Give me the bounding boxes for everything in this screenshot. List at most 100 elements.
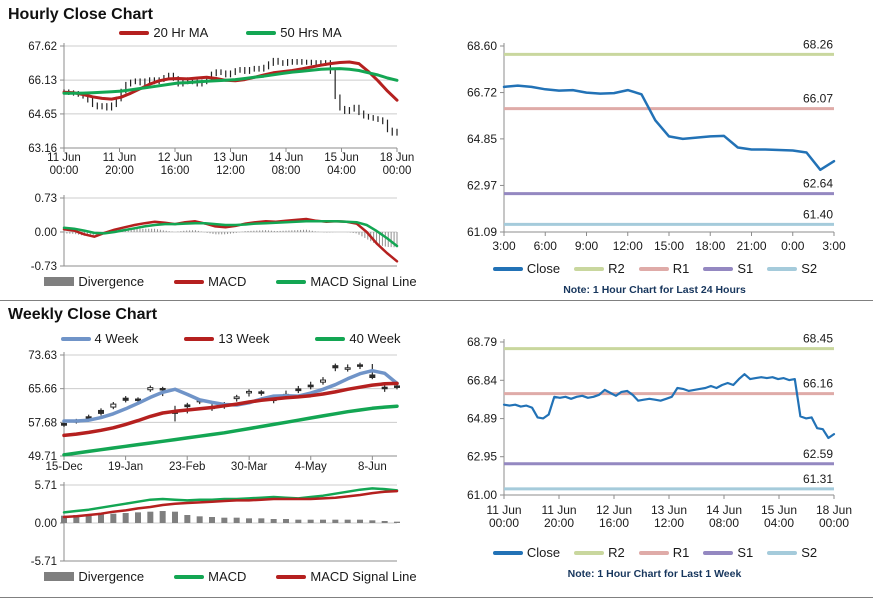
legend-item-4-week: 4 Week (60, 331, 139, 346)
weekly-macd-chart: 5.71 0.00 -5.71 (31, 480, 400, 568)
svg-text:08:00: 08:00 (272, 165, 301, 177)
svg-text:23-Feb: 23-Feb (169, 461, 205, 473)
legend-label: R1 (672, 261, 690, 276)
svg-text:66.07: 66.07 (803, 92, 833, 106)
svg-text:68.60: 68.60 (467, 39, 497, 53)
svg-text:66.16: 66.16 (803, 377, 833, 391)
line-color-swatch-icon (246, 30, 277, 35)
legend-label: S2 (801, 545, 818, 560)
svg-text:19-Jan: 19-Jan (108, 461, 143, 473)
weekly-price-legend: 4 Week 13 Week 40 Week (60, 331, 401, 346)
svg-text:67.62: 67.62 (28, 41, 57, 53)
svg-text:62.64: 62.64 (803, 177, 833, 191)
line-color-swatch-icon (276, 279, 307, 284)
svg-text:0.00: 0.00 (35, 518, 57, 530)
svg-text:04:00: 04:00 (764, 516, 794, 530)
svg-text:62.95: 62.95 (467, 450, 497, 464)
svg-text:68.79: 68.79 (467, 335, 497, 349)
line-color-swatch-icon (119, 30, 150, 35)
line-color-swatch-icon (60, 336, 91, 341)
svg-text:14 Jun: 14 Jun (706, 503, 742, 517)
svg-text:3:00: 3:00 (492, 239, 516, 253)
legend-label: Close (526, 545, 561, 560)
svg-text:61.40: 61.40 (803, 207, 833, 221)
svg-text:11 Jun: 11 Jun (47, 152, 81, 164)
line-color-swatch-icon (174, 574, 205, 579)
svg-text:18 Jun: 18 Jun (816, 503, 852, 517)
legend-item-close: Close (492, 261, 560, 276)
legend-item-50hrs-ma: 50 Hrs MA (246, 25, 342, 40)
svg-text:4-May: 4-May (295, 461, 327, 473)
svg-text:20:00: 20:00 (544, 516, 574, 530)
svg-text:62.59: 62.59 (803, 447, 833, 461)
legend-label: 13 Week (218, 331, 270, 346)
legend-label: R2 (608, 545, 625, 560)
svg-text:0.00: 0.00 (35, 227, 57, 239)
svg-text:64.65: 64.65 (28, 109, 57, 121)
svg-text:12:00: 12:00 (613, 239, 643, 253)
line-color-swatch-icon (315, 336, 346, 341)
svg-text:15 Jun: 15 Jun (761, 503, 797, 517)
legend-label: S1 (737, 261, 754, 276)
legend-label: S2 (801, 261, 818, 276)
legend-item-13-week: 13 Week (184, 331, 269, 346)
svg-text:61.31: 61.31 (803, 472, 833, 486)
svg-text:18 Jun: 18 Jun (380, 152, 415, 164)
svg-text:66.13: 66.13 (28, 75, 57, 87)
legend-label: MACD Signal Line (310, 274, 417, 289)
svg-text:00:00: 00:00 (489, 516, 519, 530)
svg-text:16:00: 16:00 (161, 165, 190, 177)
legend-item-20hr-ma: 20 Hr MA (119, 25, 208, 40)
svg-text:61.00: 61.00 (467, 488, 497, 502)
svg-text:12:00: 12:00 (654, 516, 684, 530)
legend-label: Divergence (78, 569, 145, 584)
svg-text:-0.73: -0.73 (31, 261, 57, 273)
svg-text:-5.71: -5.71 (31, 556, 57, 568)
svg-text:30-Mar: 30-Mar (231, 461, 268, 473)
legend-item-s1: S1 (703, 261, 753, 276)
hourly-macd-legend: Divergence MACD MACD Signal Line (44, 274, 417, 289)
svg-text:64.85: 64.85 (467, 132, 497, 146)
line-color-swatch-icon (184, 336, 215, 341)
line-color-swatch-icon (174, 279, 205, 284)
svg-text:14 Jun: 14 Jun (269, 152, 304, 164)
svg-text:3:00: 3:00 (822, 239, 846, 253)
hourly-macd-chart: 0.73 0.00 -0.73 (31, 193, 399, 273)
svg-text:66.84: 66.84 (467, 373, 497, 387)
legend-label: MACD (208, 274, 247, 289)
svg-text:18:00: 18:00 (695, 239, 725, 253)
svg-text:00:00: 00:00 (819, 516, 849, 530)
line-color-swatch-icon (638, 266, 669, 271)
svg-text:66.72: 66.72 (467, 86, 497, 100)
line-color-swatch-icon (767, 550, 798, 555)
weekly-sr-legend: Close R2 R1 S1 S2 (440, 545, 870, 560)
svg-text:73.63: 73.63 (28, 350, 57, 362)
line-color-swatch-icon (574, 266, 605, 271)
svg-text:11 Jun: 11 Jun (541, 503, 576, 517)
hourly-price-legend: 20 Hr MA 50 Hrs MA (64, 25, 397, 40)
svg-text:00:00: 00:00 (383, 165, 412, 177)
section-divider (0, 597, 873, 598)
svg-text:13 Jun: 13 Jun (651, 503, 687, 517)
hourly-sr-legend: Close R2 R1 S1 S2 (440, 261, 870, 276)
bar-color-swatch-icon (44, 572, 75, 581)
svg-text:16:00: 16:00 (599, 516, 629, 530)
line-color-swatch-icon (492, 266, 523, 271)
weekly-macd-legend: Divergence MACD MACD Signal Line (44, 569, 417, 584)
svg-text:62.97: 62.97 (467, 178, 497, 192)
legend-label: 4 Week (94, 331, 139, 346)
legend-item-divergence: Divergence (44, 569, 144, 584)
svg-text:20:00: 20:00 (105, 165, 134, 177)
legend-item-s2: S2 (767, 545, 817, 560)
svg-text:15:00: 15:00 (654, 239, 684, 253)
legend-label: R2 (608, 261, 625, 276)
hourly-section-title: Hourly Close Chart (8, 6, 153, 23)
line-color-swatch-icon (276, 574, 307, 579)
weekly-section-title: Weekly Close Chart (8, 306, 158, 323)
svg-text:68.26: 68.26 (803, 37, 833, 51)
legend-label: 50 Hrs MA (280, 25, 342, 40)
legend-item-40-week: 40 Week (315, 331, 401, 346)
